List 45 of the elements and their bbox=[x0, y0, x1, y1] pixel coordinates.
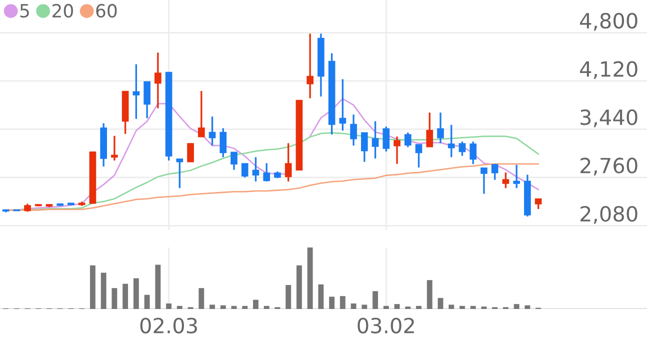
bar bbox=[524, 305, 530, 309]
y-tick-label: 4,800 bbox=[580, 12, 638, 31]
bar bbox=[394, 304, 400, 309]
bar bbox=[133, 278, 139, 309]
bar bbox=[176, 306, 182, 309]
bar bbox=[514, 304, 520, 309]
bar bbox=[198, 288, 204, 309]
bar bbox=[383, 306, 389, 309]
bar bbox=[242, 306, 248, 309]
y-tick-label: 2,080 bbox=[580, 206, 638, 224]
bar bbox=[220, 305, 226, 309]
bar bbox=[100, 272, 106, 309]
bar bbox=[307, 248, 313, 309]
bar bbox=[253, 300, 258, 309]
bar bbox=[329, 296, 335, 309]
bar bbox=[210, 304, 215, 309]
bar bbox=[144, 294, 150, 309]
legend-label: 5 bbox=[20, 4, 29, 18]
y-tick-label: 4,120 bbox=[580, 61, 638, 80]
bar bbox=[264, 306, 270, 309]
bar bbox=[122, 284, 128, 309]
legend-label: 20 bbox=[52, 4, 73, 18]
bar bbox=[438, 298, 444, 309]
x-tick-label: 03.02 bbox=[358, 318, 414, 334]
bar bbox=[155, 264, 161, 309]
bar bbox=[318, 284, 324, 309]
bar bbox=[416, 306, 422, 309]
bar bbox=[372, 291, 378, 309]
legend-label: 60 bbox=[96, 4, 117, 18]
y-tick-label: 3,440 bbox=[580, 109, 638, 128]
x-tick-label: 02.03 bbox=[140, 318, 197, 334]
bar bbox=[448, 304, 454, 309]
bar bbox=[166, 303, 172, 309]
bar bbox=[362, 304, 368, 309]
bar bbox=[350, 303, 356, 309]
bar bbox=[460, 306, 465, 309]
bar bbox=[426, 280, 432, 309]
bar bbox=[112, 288, 118, 309]
bar bbox=[296, 265, 302, 309]
y-tick-label: 2,760 bbox=[580, 158, 638, 176]
bar bbox=[90, 265, 96, 309]
bar bbox=[470, 306, 476, 309]
bar bbox=[286, 285, 292, 309]
bar bbox=[231, 306, 237, 309]
bar bbox=[340, 296, 346, 309]
